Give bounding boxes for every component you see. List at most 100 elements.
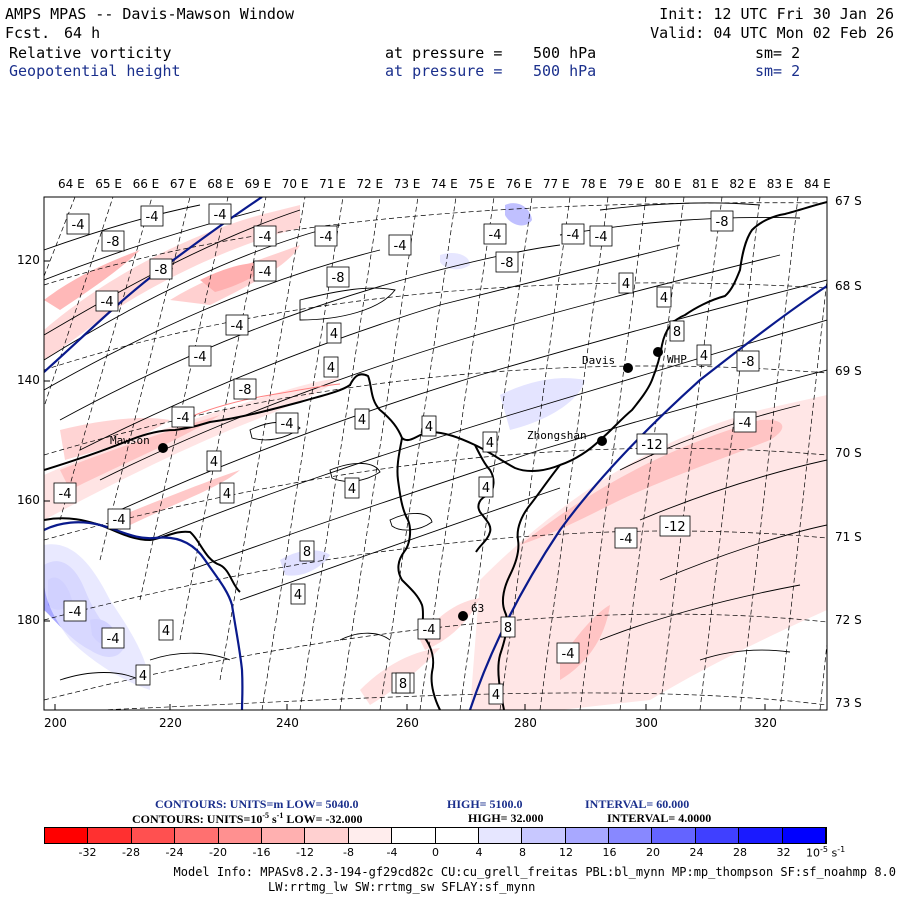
vorticity-label: -4 <box>320 230 333 245</box>
vort-contour-units: UNITS=10 <box>206 812 263 826</box>
vorticity-label-box <box>208 203 232 225</box>
vorticity-label-box <box>478 476 494 498</box>
vorticity-label: 4 <box>162 624 170 639</box>
vorticity-label-box <box>326 322 342 344</box>
vorticity-label: -4 <box>562 647 575 662</box>
colorbar-label: 28 <box>733 846 747 859</box>
vorticity-label-box <box>659 515 691 537</box>
vorticity-label-box <box>140 205 164 227</box>
station-label-63: 63 <box>471 602 484 615</box>
colorbar-swatch <box>392 828 436 843</box>
vorticity-label-box <box>290 583 306 605</box>
vorticity-label-box <box>233 378 257 400</box>
vorticity-label: -4 <box>177 411 190 426</box>
vorticity-label: 4 <box>425 420 433 435</box>
vorticity-label-box <box>253 260 277 282</box>
lon-label: 71 E <box>319 177 346 191</box>
colorbar-label: 8 <box>519 846 526 859</box>
lon-label: 69 E <box>244 177 272 191</box>
colorbar-label: -20 <box>209 846 227 859</box>
vorticity-label-box <box>253 225 277 247</box>
vorticity-label-box <box>135 664 151 686</box>
lon-label: 74 E <box>431 177 458 191</box>
vorticity-label-box <box>66 213 90 235</box>
vorticity-label: -4 <box>394 239 407 254</box>
lat-label: 69 S <box>835 364 862 378</box>
colorbar-units: 10-5 s-1 <box>806 845 845 860</box>
vorticity-label-box <box>206 450 222 472</box>
colorbar-label: -12 <box>296 846 314 859</box>
height-contour-info: CONTOURS: UNITS=m LOW= 5040.0 <box>155 797 359 812</box>
colorbar-label: 12 <box>559 846 573 859</box>
vorticity-label: 4 <box>210 455 218 470</box>
colorbar-swatch <box>652 828 696 843</box>
colorbar-swatch <box>175 828 219 843</box>
colorbar-label: 32 <box>776 846 791 859</box>
vorticity-label: -4 <box>423 623 436 638</box>
lat-label: 70 S <box>835 446 862 460</box>
colorbar-swatch <box>739 828 783 843</box>
colorbar-swatch <box>131 828 176 843</box>
vorticity-label: 4 <box>223 487 231 502</box>
bottom-tick-label: 200 <box>44 716 67 730</box>
colorbar-swatch <box>478 828 523 843</box>
vorticity-label: -8 <box>107 235 120 250</box>
vorticity-label: -4 <box>567 228 580 243</box>
vorticity-label: 4 <box>294 588 302 603</box>
vorticity-label-box <box>736 350 760 372</box>
bottom-tick-label: 220 <box>159 716 182 730</box>
colorbar-swatch <box>88 828 132 843</box>
station-dot-mawson <box>158 443 168 453</box>
bottom-tick-label: 240 <box>276 716 299 730</box>
vorticity-label: -8 <box>155 263 168 278</box>
vorticity-label: -8 <box>716 215 729 230</box>
vorticity-label-box <box>636 433 668 455</box>
lon-label: 77 E <box>542 177 570 191</box>
vorticity-label: 8 <box>504 621 512 636</box>
vorticity-label: -4 <box>194 350 207 365</box>
field-1-pressure-value: 500 hPa <box>533 44 597 62</box>
field-1-name: Relative vorticity <box>9 44 172 62</box>
lon-label: 84 E <box>804 177 831 191</box>
colorbar-label: 24 <box>689 846 704 859</box>
bottom-tick-label: 300 <box>635 716 658 730</box>
lon-label: 76 E <box>505 177 533 191</box>
lon-label: 73 E <box>393 177 421 191</box>
vorticity-label-box <box>733 411 757 433</box>
vorticity-label-box <box>95 290 119 312</box>
vort-contour-low: LOW= -32.000 <box>286 812 363 826</box>
colorbar-units-base: 10 <box>806 846 820 860</box>
colorbar-swatch <box>609 828 653 843</box>
vorticity-label-box <box>323 356 339 378</box>
negative-vorticity-shading <box>44 205 827 710</box>
vorticity-label-box <box>656 286 672 308</box>
vorticity-label: -8 <box>742 355 755 370</box>
station-dot-zhongshan <box>597 436 607 446</box>
forecast-label: Fcst. <box>5 24 51 42</box>
vorticity-label-box <box>696 344 712 366</box>
vorticity-label-box <box>395 672 411 694</box>
field-2-smoothing: sm= 2 <box>755 62 801 80</box>
vorticity-label-box <box>314 225 338 247</box>
plot-title: AMPS MPAS -- Davis-Mawson Window <box>5 5 294 23</box>
field-2-name: Geopotential height <box>9 62 181 80</box>
colorbar <box>44 827 827 844</box>
axis-ticks <box>44 260 766 710</box>
lon-label: 82 E <box>729 177 757 191</box>
bottom-tick-label: 260 <box>396 716 419 730</box>
vorticity-label-box <box>500 616 516 638</box>
vort-contour-high: HIGH= 32.000 <box>468 811 544 825</box>
lon-label: 64 E <box>58 177 85 191</box>
vorticity-label-box <box>483 223 507 245</box>
colorbar-label: -16 <box>252 846 271 859</box>
lon-label: 78 E <box>580 177 607 191</box>
lon-label: 80 E <box>654 177 682 191</box>
vorticity-label: -8 <box>332 271 345 286</box>
vorticity-label-box <box>421 415 437 437</box>
lon-label: 75 E <box>468 177 495 191</box>
vorticity-label: 4 <box>330 327 338 342</box>
left-tick-label: 160 <box>17 493 40 507</box>
vorticity-label: -4 <box>59 487 72 502</box>
vorticity-label: -4 <box>101 295 114 310</box>
